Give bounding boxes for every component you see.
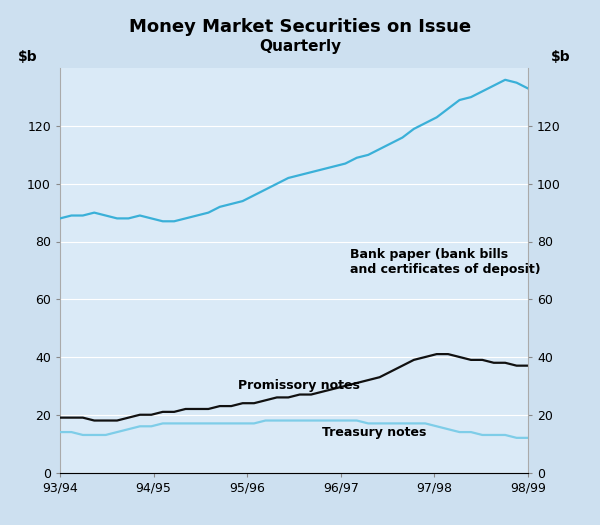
Text: $b: $b <box>550 50 570 64</box>
Text: Promissory notes: Promissory notes <box>238 379 360 392</box>
Text: Bank paper (bank bills
and certificates of deposit): Bank paper (bank bills and certificates … <box>350 248 541 276</box>
Text: Treasury notes: Treasury notes <box>322 426 427 438</box>
Text: Quarterly: Quarterly <box>259 39 341 55</box>
Text: Money Market Securities on Issue: Money Market Securities on Issue <box>129 18 471 36</box>
Text: $b: $b <box>18 50 38 64</box>
